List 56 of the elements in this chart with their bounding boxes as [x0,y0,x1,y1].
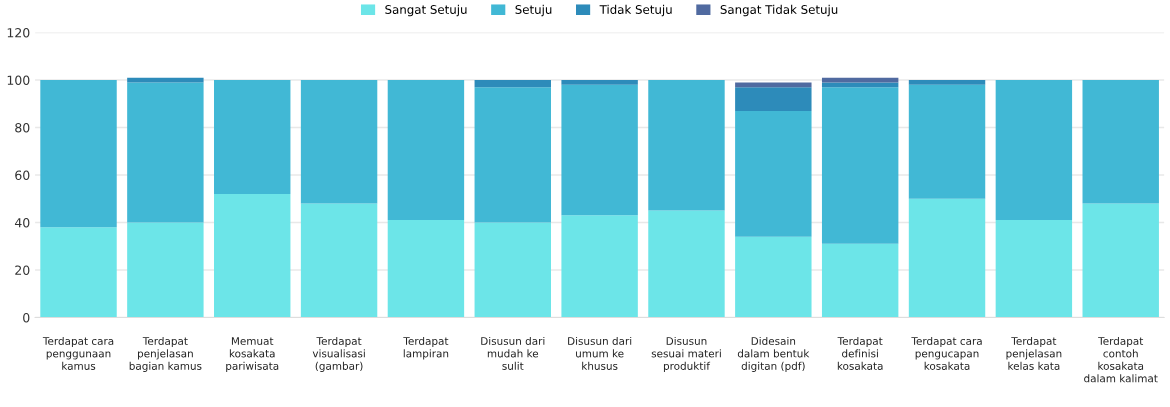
x-tick-label: Terdapat definisi kosakata [837,336,883,370]
bar [995,80,1073,221]
bar [908,80,986,85]
x-tick-label: Terdapat contoh kosakata dalam kalimat [1084,336,1158,383]
bar [648,80,725,211]
bar [40,80,117,228]
bar [735,110,812,237]
x-tick-label: Disusun dari mudah ke sulit [481,336,545,370]
bar [821,82,899,88]
bar [735,236,812,318]
bar [908,198,986,318]
bar [474,222,551,318]
bar [127,82,204,223]
y-tick-label: 120 [7,28,30,38]
x-tick-label: Memuat kosakata pariwisata [226,337,279,372]
bar [40,227,117,318]
bar [127,222,204,318]
bar [474,87,551,223]
bar [735,82,812,88]
x-tick-label: Disusun sesuai materi produktif [651,336,721,372]
legend-label: Sangat Setuju [385,4,467,17]
bar [561,215,638,318]
x-tick-label: Terdapat penjelasan bagian kamus [129,336,202,372]
bar [214,80,291,194]
bar [300,203,378,318]
bar [1082,203,1159,318]
bar [561,84,638,216]
legend-label: Sangat Tidak Setuju [720,4,838,17]
x-tick-label: Terdapat cara penggunaan kamus [42,336,114,370]
x-tick-label: Terdapat penjelasan kelas kata [1006,336,1062,370]
x-tick-label: Disusun dari umum ke khusus [568,336,632,370]
bar [821,87,899,244]
bar [908,84,986,199]
legend-label: Setuju [515,4,552,17]
bar [474,80,551,88]
x-tick-label: Terdapat lampiran [403,336,449,360]
x-tick-label: Terdapat visualisasi (gambar) [312,336,365,372]
bar [735,87,812,111]
bar [995,220,1073,318]
bar [821,243,899,318]
y-tick-label: 80 [15,123,30,133]
x-tick-label: Terdapat cara pengucapan kosakata [911,336,982,370]
bar [387,220,465,318]
y-tick-label: 0 [23,312,30,323]
bar [387,80,465,221]
bar [561,80,638,85]
y-tick-label: 60 [15,170,30,180]
bar [648,210,725,318]
bar [300,80,378,204]
x-tick-label: Didesain dalam bentuk digitan (pdf) [737,336,810,372]
y-tick-label: 20 [15,265,30,275]
bar [1082,80,1159,204]
legend-label: Tidak Setuju [599,4,672,17]
y-tick-label: 40 [14,217,30,228]
y-tick-label: 100 [7,75,30,85]
bar [214,194,291,318]
